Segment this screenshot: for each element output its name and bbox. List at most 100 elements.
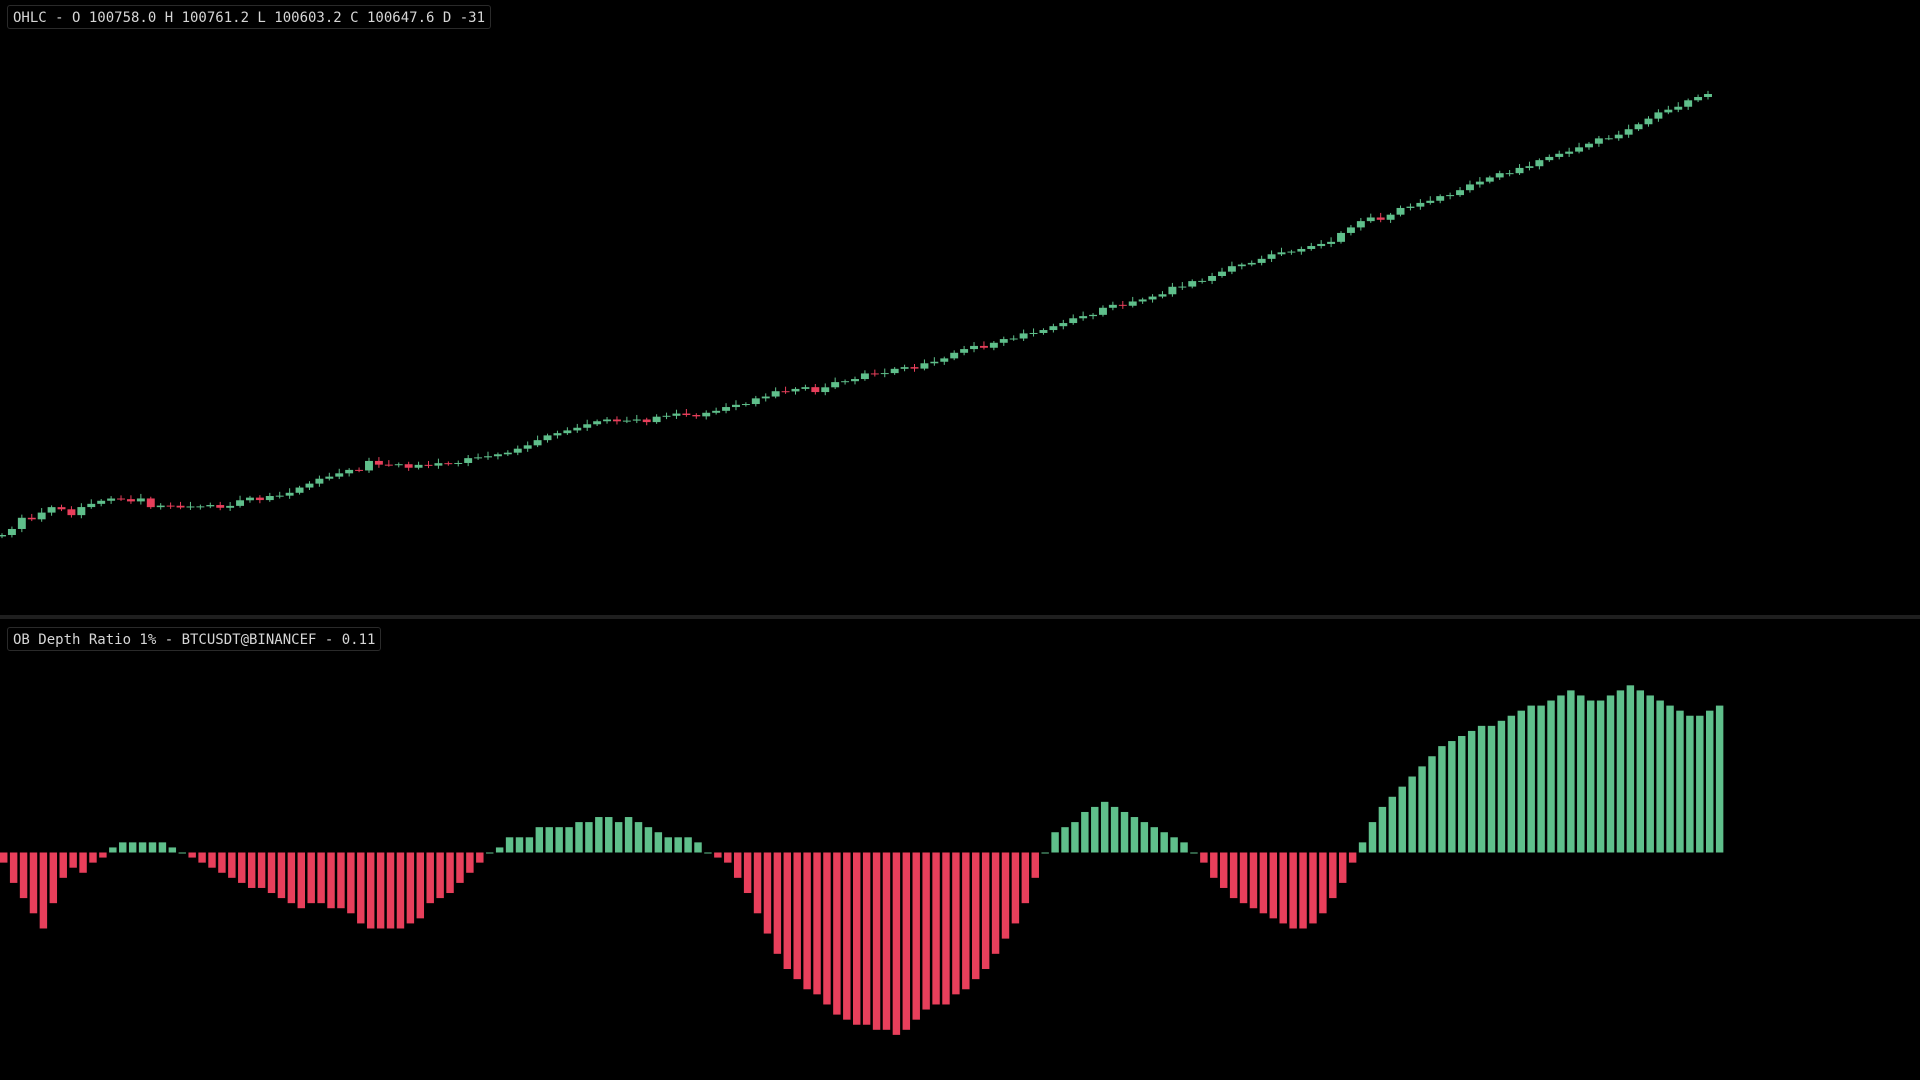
candle <box>1485 177 1494 182</box>
depth-bar <box>813 852 821 995</box>
depth-bar <box>1606 695 1615 853</box>
depth-bar <box>892 852 901 1035</box>
candle <box>216 505 225 508</box>
pane-separator[interactable] <box>0 615 1920 619</box>
depth-bar <box>337 852 345 909</box>
depth-bar <box>168 847 177 853</box>
depth-bar <box>1061 827 1069 853</box>
candle <box>732 404 740 408</box>
depth-bar <box>1517 710 1525 853</box>
candle <box>603 419 612 422</box>
candle <box>493 454 502 457</box>
depth-bar <box>1547 700 1555 853</box>
depth-bar <box>872 852 881 1030</box>
depth-bar <box>1497 720 1506 853</box>
candle <box>523 445 532 449</box>
depth-bar <box>704 852 712 854</box>
depth-bar <box>783 852 792 970</box>
depth-bar <box>793 852 801 980</box>
depth-bar <box>257 852 266 888</box>
candle <box>1108 304 1117 308</box>
candle <box>1069 318 1078 324</box>
depth-bar <box>585 822 593 853</box>
candle <box>275 495 284 497</box>
depth-bar <box>1081 811 1089 853</box>
depth-bar <box>724 852 732 863</box>
candle <box>573 427 582 431</box>
depth-bar <box>357 852 365 924</box>
depth-bar <box>1319 852 1327 914</box>
candle <box>989 342 998 348</box>
candle <box>265 496 274 501</box>
candle <box>870 373 879 375</box>
depth-bar <box>1507 715 1516 853</box>
depth-bar <box>1329 852 1337 899</box>
depth-bar <box>1299 852 1307 929</box>
candle <box>950 352 959 359</box>
candle <box>1555 153 1564 157</box>
candle <box>206 505 215 507</box>
depth-bar <box>89 852 97 863</box>
candle <box>533 440 542 446</box>
depth-bar <box>267 852 276 894</box>
depth-bar <box>1438 746 1446 853</box>
depth-bar <box>49 852 58 904</box>
depth-bar <box>1537 705 1545 853</box>
candle <box>1386 214 1395 220</box>
depth-bar <box>1041 852 1049 854</box>
depth-bar <box>773 852 782 954</box>
candle <box>1307 246 1316 249</box>
candle <box>841 381 850 383</box>
depth-bar <box>595 817 603 853</box>
depth-bar <box>486 852 494 854</box>
depth-bar <box>664 837 672 853</box>
candle <box>1604 138 1613 140</box>
candle <box>1704 94 1712 98</box>
candle <box>622 420 631 422</box>
candle <box>1128 301 1137 306</box>
depth-bar <box>1249 852 1258 909</box>
depth-bar <box>1001 852 1010 939</box>
candle <box>17 517 26 529</box>
indicator-pane[interactable] <box>0 685 1724 1035</box>
depth-bar <box>1686 715 1694 853</box>
depth-bar <box>0 852 8 863</box>
candle <box>1515 167 1524 174</box>
candle <box>1396 207 1405 215</box>
candle <box>186 506 195 508</box>
depth-bar <box>1636 690 1645 853</box>
candle <box>1247 262 1256 265</box>
depth-bar <box>1180 842 1188 853</box>
depth-bar <box>605 817 613 853</box>
candle <box>890 368 899 374</box>
depth-bar <box>823 852 831 1005</box>
depth-bar <box>1527 705 1535 853</box>
depth-bar <box>1577 695 1585 853</box>
candle <box>1426 200 1435 203</box>
depth-bar <box>932 852 940 1005</box>
candle <box>67 509 76 516</box>
candle <box>1267 254 1276 259</box>
candle <box>652 416 661 423</box>
depth-bar <box>347 852 355 914</box>
candle <box>335 473 344 477</box>
candle <box>999 339 1008 343</box>
price-pane[interactable] <box>0 90 1712 539</box>
depth-bar <box>128 842 137 853</box>
depth-bar <box>1358 842 1367 853</box>
candle <box>771 391 780 397</box>
candle <box>1327 241 1336 244</box>
depth-bar <box>1120 811 1129 853</box>
candle <box>1406 206 1415 208</box>
candle <box>563 430 572 434</box>
candle <box>1465 184 1474 191</box>
depth-bar <box>1368 822 1377 853</box>
candle <box>226 505 235 508</box>
candle <box>1029 332 1038 334</box>
depth-bar <box>1448 741 1456 853</box>
candle <box>979 345 988 348</box>
candle <box>57 507 66 510</box>
candle <box>1138 299 1147 302</box>
depth-bar <box>1110 806 1119 853</box>
